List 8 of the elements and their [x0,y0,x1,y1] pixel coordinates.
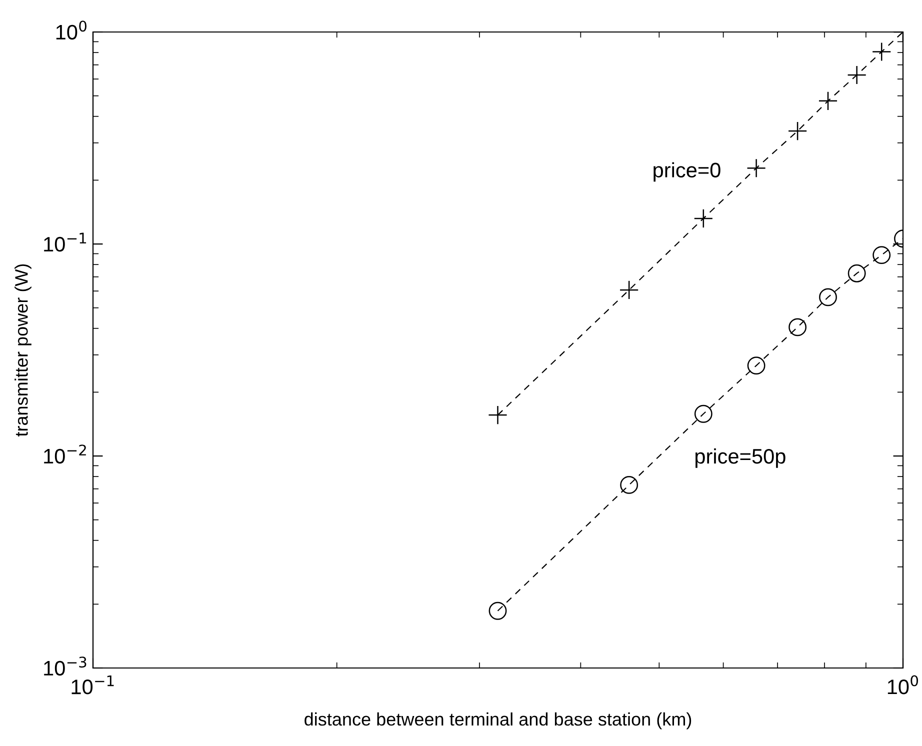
y-tick-label: 10$^{−2}$ [44,444,86,464]
x-axis-title: distance between terminal and base station (km) [304,712,692,730]
annotation: price=50p [695,448,786,468]
y-tick-label: 10$^{−1}$ [44,232,86,252]
y-tick-label: 10$^{0}$ [56,20,86,40]
annotation: price=0 [654,162,720,182]
y-tick-label: 10$^{−3}$ [44,656,86,676]
y-axis-title: transmitter power (W) [14,264,32,436]
